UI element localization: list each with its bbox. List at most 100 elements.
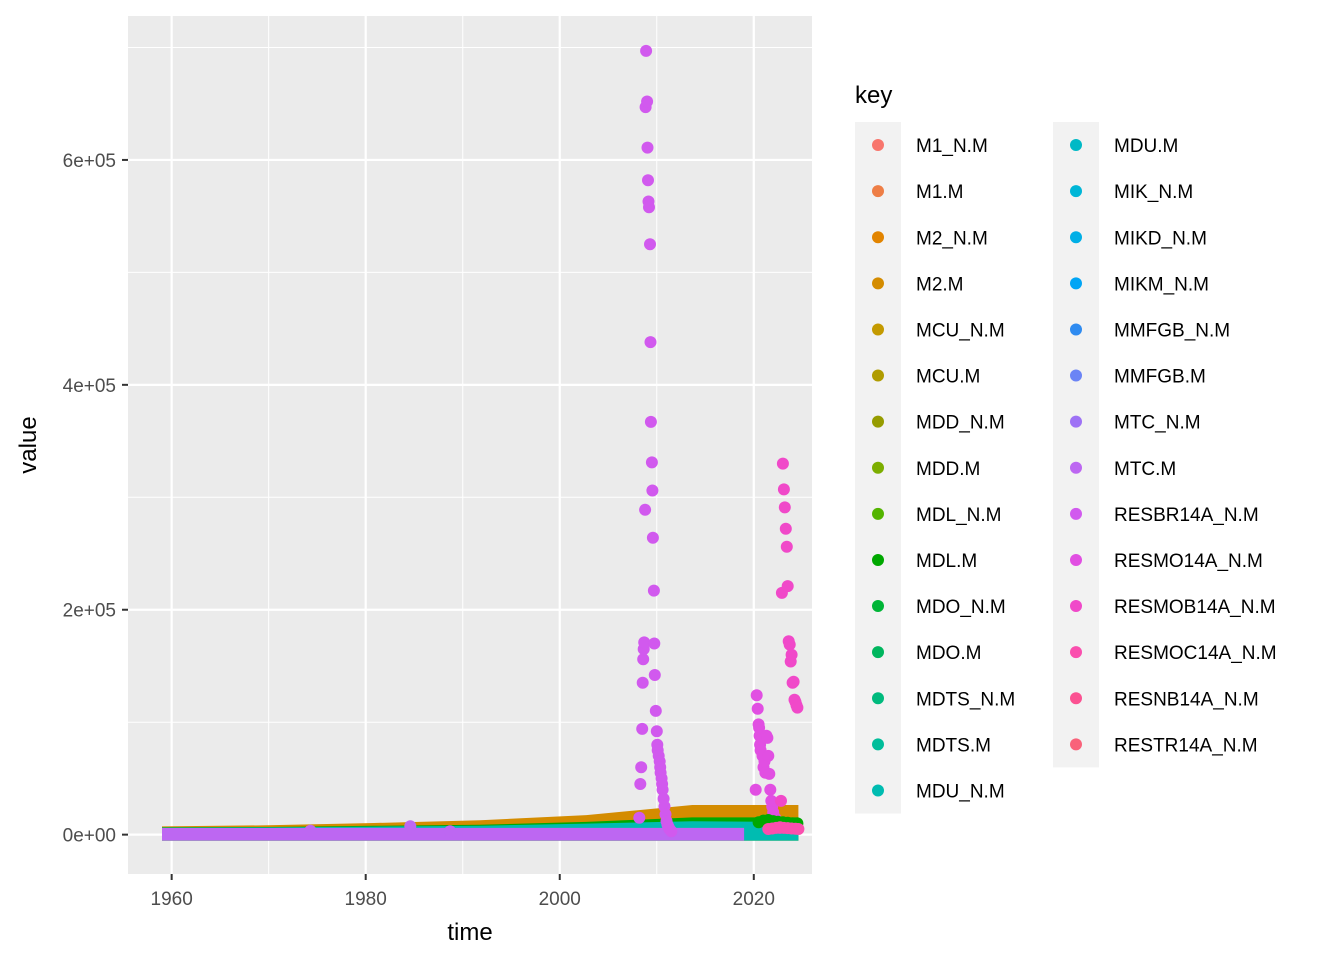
legend-item-label: MDL_N.M — [916, 505, 1002, 526]
data-point — [634, 778, 647, 790]
data-point — [646, 484, 659, 497]
data-point — [646, 531, 659, 544]
legend-key-background — [1053, 122, 1099, 768]
data-point — [444, 825, 457, 838]
y-axis-label: value — [15, 416, 42, 473]
legend-item-label: MCU_N.M — [916, 320, 1005, 341]
legend-swatch — [872, 185, 884, 198]
data-point — [637, 653, 650, 666]
legend-item-label: MIKM_N.M — [1114, 274, 1209, 295]
data-point — [404, 820, 417, 833]
data-point — [645, 456, 658, 469]
legend-swatch — [1070, 231, 1082, 244]
data-point — [779, 522, 792, 535]
panel-background — [128, 16, 812, 874]
x-tick-label: 1980 — [345, 889, 387, 910]
legend-item-label: RESMOC14A_N.M — [1114, 643, 1277, 664]
legend-swatch — [872, 784, 884, 797]
legend-swatch — [872, 415, 884, 428]
legend-item-label: M2.M — [916, 274, 964, 295]
data-point — [639, 503, 652, 516]
y-tick-label: 2e+05 — [63, 601, 116, 622]
legend-item-label: MDD_N.M — [916, 413, 1005, 434]
legend-swatch — [1070, 646, 1082, 659]
legend-swatch — [872, 139, 884, 152]
data-point — [641, 141, 654, 154]
legend-swatch — [1070, 553, 1082, 566]
data-point — [647, 584, 660, 597]
data-point — [644, 415, 657, 428]
legend: key M1_N.M M1.M M2_N.M M2.M MCU_N.M MCU.M MDD_… — [855, 82, 1277, 814]
data-point — [751, 702, 764, 715]
data-points — [304, 44, 805, 838]
legend-item-label: MDL.M — [916, 551, 977, 572]
legend-item-label: RESMOB14A_N.M — [1114, 597, 1276, 618]
data-point — [633, 811, 646, 824]
legend-swatch — [1070, 461, 1082, 474]
x-axis-label: time — [447, 919, 492, 946]
data-point — [762, 749, 775, 762]
legend-swatch — [872, 507, 884, 520]
legend-item-label: MCU.M — [916, 367, 980, 388]
legend-swatch — [1070, 738, 1082, 751]
data-point — [649, 704, 662, 717]
legend-item-label: MIK_N.M — [1114, 182, 1193, 203]
data-point — [792, 823, 805, 835]
data-point — [648, 637, 661, 650]
data-point — [656, 783, 669, 796]
data-point — [648, 669, 661, 681]
legend-item-label: MDTS.M — [916, 735, 991, 756]
legend-item-label: M2_N.M — [916, 228, 988, 249]
legend-swatch — [1070, 507, 1082, 520]
legend-item-label: RESTR14A_N.M — [1114, 735, 1258, 756]
legend-item-label: MDO_N.M — [916, 597, 1006, 618]
data-point — [644, 336, 657, 349]
data-point — [641, 95, 654, 108]
data-point — [665, 825, 678, 838]
data-point — [650, 725, 663, 738]
data-point — [304, 824, 317, 837]
y-tick-label: 4e+05 — [63, 376, 116, 397]
data-point — [781, 580, 794, 593]
legend-swatch — [1070, 369, 1082, 382]
legend-item-label: RESNB14A_N.M — [1114, 689, 1259, 710]
data-point — [775, 794, 787, 807]
y-tick-label: 6e+05 — [63, 151, 116, 172]
data-point — [778, 501, 791, 514]
legend-swatch — [872, 277, 884, 290]
legend-item-label: MDU.M — [1114, 136, 1178, 157]
data-point — [787, 675, 800, 688]
data-point — [780, 540, 793, 553]
legend-item-label: MDU_N.M — [916, 781, 1005, 802]
legend-item-label: MDTS_N.M — [916, 689, 1015, 710]
legend-swatch — [1070, 185, 1082, 198]
legend-item-label: MDO.M — [916, 643, 981, 664]
legend-swatch — [872, 323, 884, 336]
legend-item-label: MMFGB_N.M — [1114, 320, 1230, 341]
legend-swatch — [1070, 277, 1082, 290]
data-point — [640, 44, 653, 57]
legend-item-label: MTC_N.M — [1114, 413, 1201, 434]
legend-swatch — [872, 646, 884, 659]
data-point — [644, 238, 656, 251]
data-point — [636, 676, 649, 689]
data-point — [777, 483, 790, 496]
x-tick-label: 1960 — [151, 889, 193, 910]
legend-swatch — [872, 461, 884, 474]
y-tick-label: 0e+00 — [63, 826, 116, 847]
legend-item-label: MIKD_N.M — [1114, 228, 1207, 249]
legend-swatch — [872, 369, 884, 382]
legend-swatch — [872, 231, 884, 244]
data-point — [763, 767, 776, 780]
y-axis: 0e+00 2e+05 4e+05 6e+05 — [63, 151, 128, 847]
data-point — [761, 731, 774, 744]
x-tick-label: 2000 — [539, 889, 581, 910]
data-point — [783, 638, 796, 651]
legend-swatch — [1070, 600, 1082, 613]
data-point — [635, 761, 648, 774]
legend-title: key — [855, 82, 892, 109]
x-axis: 1960 1980 2000 2020 — [151, 874, 775, 910]
data-point — [764, 783, 777, 796]
data-point — [776, 457, 789, 470]
